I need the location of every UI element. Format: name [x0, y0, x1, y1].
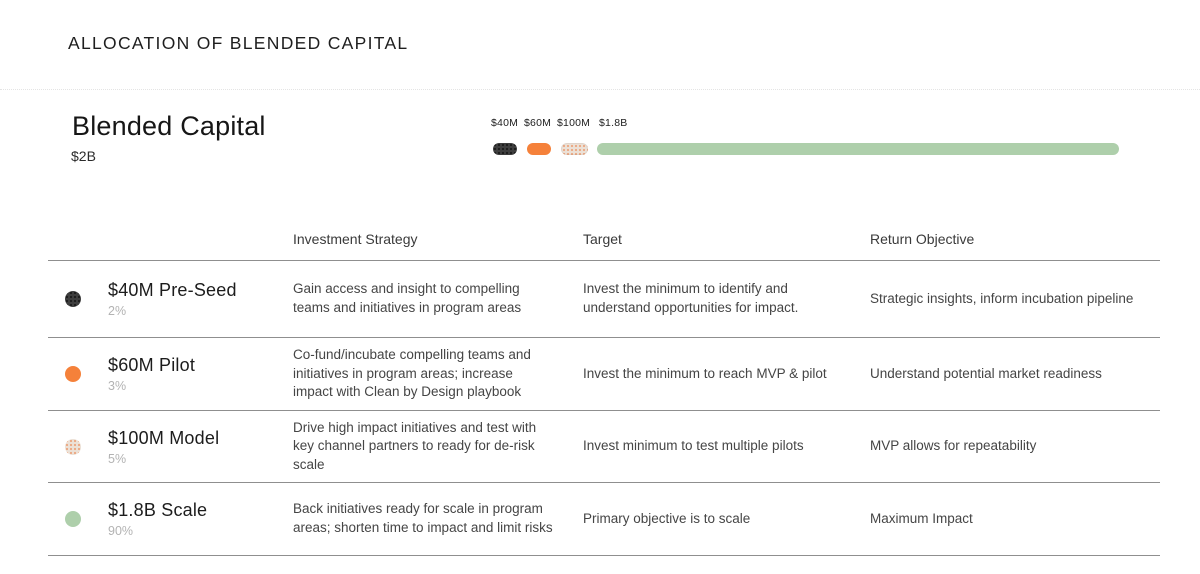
column-header-investment-strategy: Investment Strategy — [293, 231, 418, 247]
bar-segment-label-40m: $40M — [491, 117, 519, 129]
blended-capital-total: $2B — [71, 148, 96, 164]
table-row-scale: $1.8B Scale 90% Back initiatives ready f… — [48, 482, 1160, 556]
allocation-table: Investment Strategy Target Return Object… — [48, 219, 1160, 556]
cell-strategy: Gain access and insight to compelling te… — [293, 281, 522, 315]
row-percent: 2% — [108, 304, 127, 318]
bullet-icon-pre-seed — [65, 291, 81, 307]
column-header-target: Target — [583, 231, 622, 247]
table-row-pilot: $60M Pilot 3% Co-fund/incubate compellin… — [48, 337, 1160, 410]
table-row-model: $100M Model 5% Drive high impact initiat… — [48, 410, 1160, 482]
row-percent: 5% — [108, 451, 127, 466]
row-name: $100M Model — [108, 427, 220, 448]
bullet-icon-scale — [65, 511, 81, 527]
cell-target: Invest the minimum to identify and under… — [583, 281, 799, 315]
cell-return-objective: Understand potential market readiness — [870, 365, 1102, 381]
cell-strategy: Drive high impact initiatives and test w… — [293, 419, 537, 472]
cell-target: Primary objective is to scale — [583, 510, 751, 526]
cell-strategy: Co-fund/incubate compelling teams and in… — [293, 347, 531, 400]
page-title: ALLOCATION OF BLENDED CAPITAL — [68, 33, 409, 53]
bar-segment-scale — [597, 143, 1119, 155]
cell-return-objective: Strategic insights, inform incubation pi… — [870, 290, 1134, 306]
bar-segment-pilot — [527, 143, 551, 155]
bar-segment-pre-seed — [493, 143, 517, 155]
header-divider — [0, 89, 1200, 90]
cell-return-objective: Maximum Impact — [870, 510, 973, 526]
cell-target: Invest minimum to test multiple pilots — [583, 438, 804, 454]
bar-segment-label-60m: $60M — [524, 117, 552, 129]
bullet-icon-pilot — [65, 366, 81, 382]
row-name: $40M Pre-Seed — [108, 280, 237, 300]
row-percent: 90% — [108, 524, 134, 538]
table-row-pre-seed: $40M Pre-Seed 2% Gain access and insight… — [48, 260, 1160, 337]
row-name: $60M Pilot — [108, 355, 196, 375]
bar-segment-label-1-8b: $1.8B — [599, 117, 628, 129]
cell-target: Invest the minimum to reach MVP & pilot — [583, 365, 827, 381]
column-header-return-objective: Return Objective — [870, 231, 975, 247]
cell-return-objective: MVP allows for repeatability — [870, 438, 1037, 454]
cell-strategy: Back initiatives ready for scale in prog… — [293, 501, 553, 535]
bar-segment-label-100m: $100M — [557, 117, 591, 129]
blended-capital-title: Blended Capital — [72, 111, 266, 141]
bullet-icon-model — [65, 438, 81, 455]
allocation-bar-chart: $40M $60M $100M $1.8B — [491, 117, 1131, 157]
table-header-row: Investment Strategy Target Return Object… — [48, 219, 1160, 260]
row-name: $1.8B Scale — [108, 500, 208, 520]
bar-segment-model — [561, 143, 588, 155]
row-percent: 3% — [108, 379, 127, 393]
